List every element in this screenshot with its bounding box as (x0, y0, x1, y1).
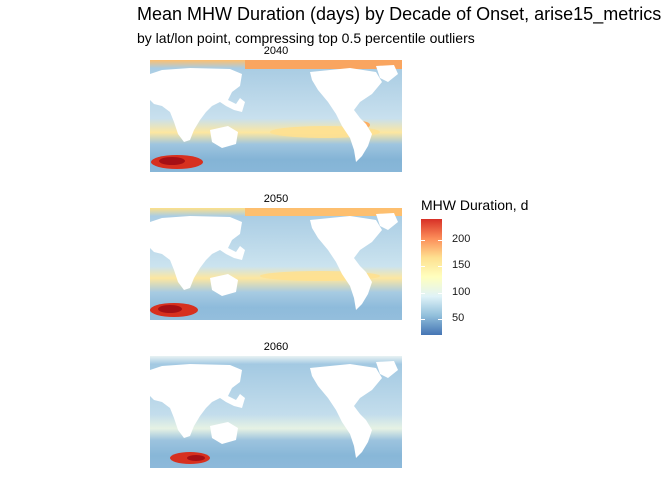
legend-tick-label-50: 50 (452, 312, 465, 325)
legend-tick-mark (421, 266, 425, 268)
land-asia-europe-africa (150, 364, 245, 438)
panel-label-2040: 2040 (263, 45, 289, 57)
land-greenland (376, 65, 398, 82)
arctic-band (245, 208, 402, 216)
southern-ocean-hotspot-core (187, 455, 205, 461)
legend-color-bar (421, 219, 442, 335)
legend-tick-mark (438, 240, 442, 242)
land-americas (310, 68, 382, 162)
legend-tick-mark (438, 319, 442, 321)
legend-tick-label-100: 100 (452, 285, 471, 298)
land-greenland (376, 213, 398, 230)
map-panel-2050 (150, 208, 402, 325)
legend-tick-mark (421, 319, 425, 321)
land-asia-europe-africa (150, 216, 245, 290)
map-panel-2040 (150, 60, 402, 177)
land-antarctica (150, 468, 402, 473)
land-australia (210, 422, 238, 444)
land-asia-europe-africa (150, 68, 245, 142)
legend-title: MHW Duration, d (421, 197, 529, 213)
land-antarctica (150, 172, 402, 177)
legend-tick-label-150: 150 (452, 259, 471, 272)
legend-tick-mark (438, 266, 442, 268)
map-2040 (150, 60, 402, 177)
land-americas (310, 216, 382, 310)
chart-subtitle: by lat/lon point, compressing top 0.5 pe… (137, 30, 475, 46)
land-greenland (376, 361, 398, 378)
legend-tick-mark (421, 240, 425, 242)
map-panel-2060 (150, 356, 402, 473)
legend-tick-mark (438, 292, 442, 294)
southern-ocean-hotspot-core (158, 305, 182, 313)
panel-label-2050: 2050 (263, 193, 289, 205)
land-antarctica (150, 320, 402, 325)
map-2060 (150, 356, 402, 473)
panel-label-2060: 2060 (263, 341, 289, 353)
land-australia (210, 274, 238, 296)
map-2050 (150, 208, 402, 325)
legend-tick-mark (421, 292, 425, 294)
arctic-band (245, 60, 402, 69)
southern-ocean-hotspot-core (159, 157, 185, 165)
chart-title: Mean MHW Duration (days) by Decade of On… (137, 4, 662, 24)
land-australia (210, 126, 238, 148)
land-americas (310, 364, 382, 458)
legend-tick-label-200: 200 (452, 233, 471, 246)
